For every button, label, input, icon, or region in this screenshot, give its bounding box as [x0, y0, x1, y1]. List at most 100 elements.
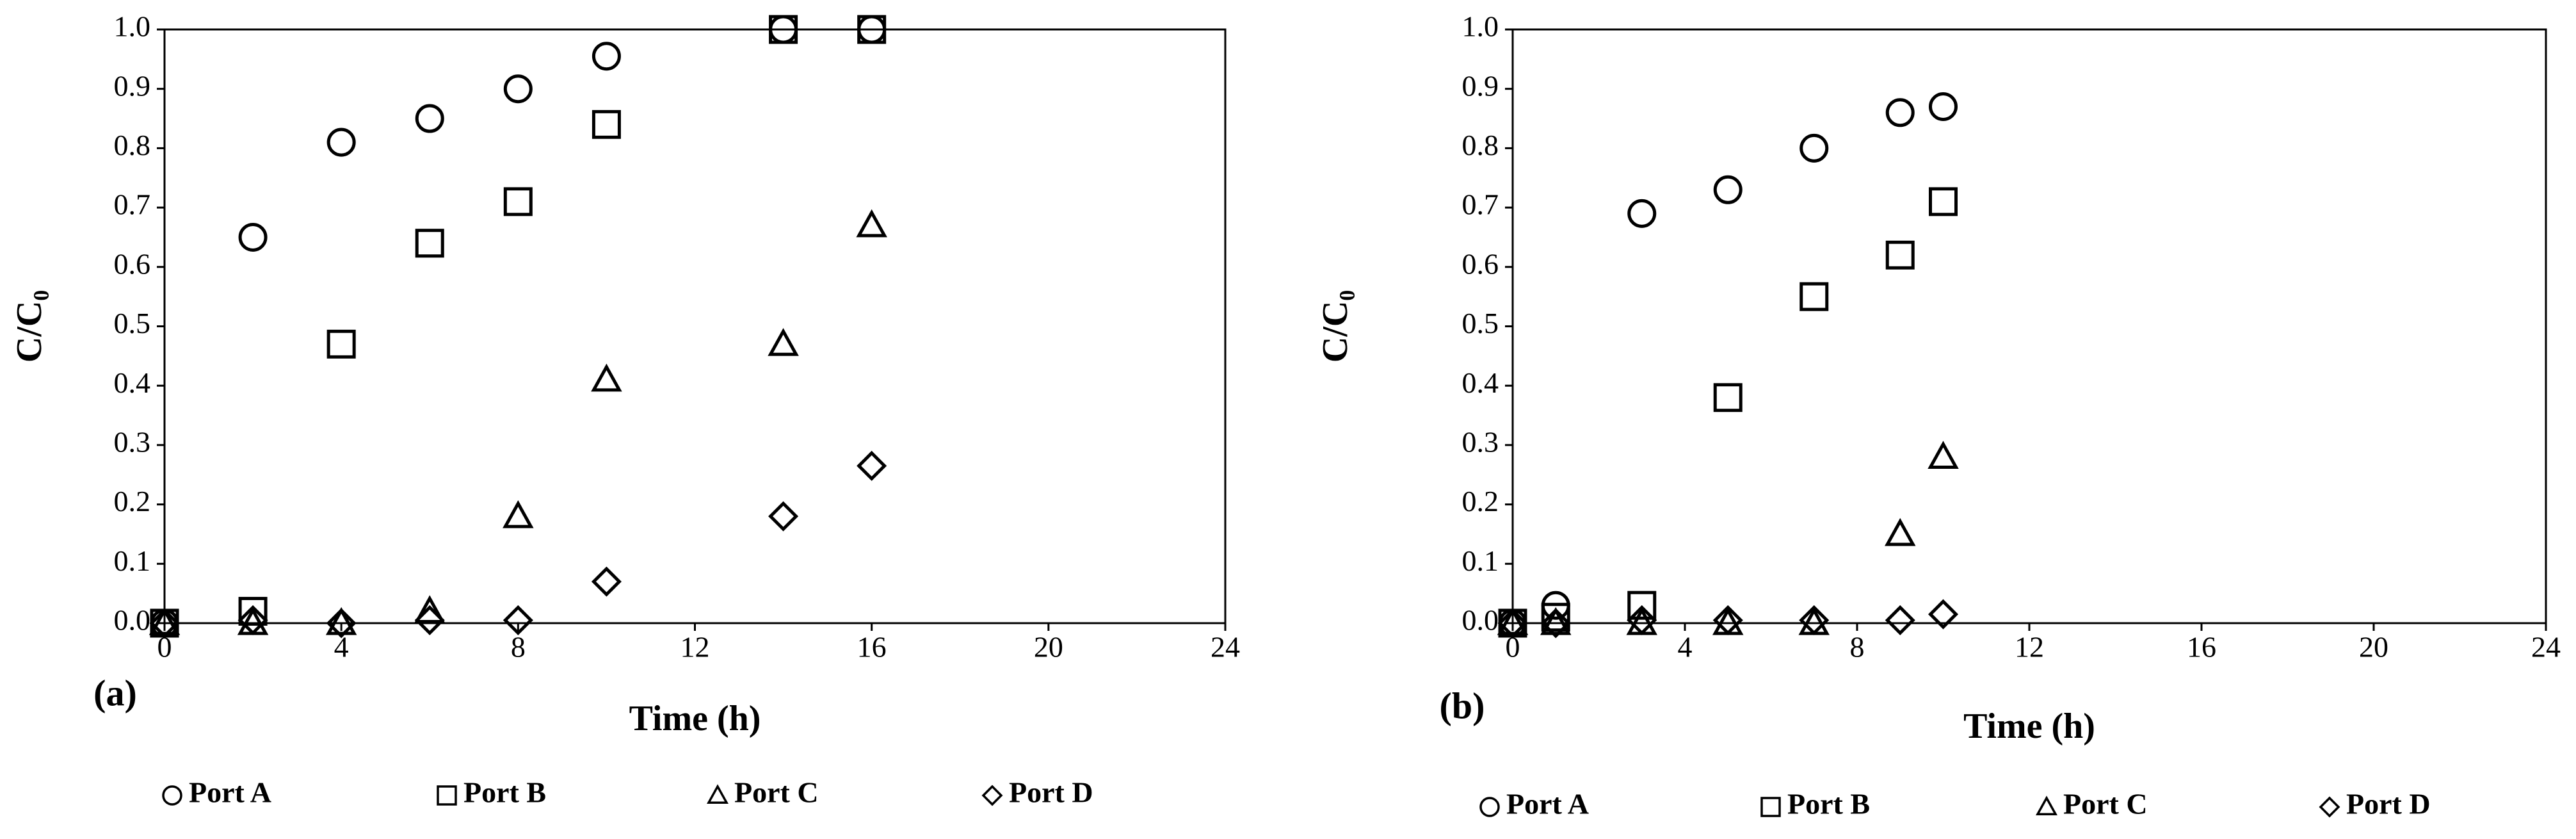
x-tick-label: 4 — [334, 631, 349, 664]
x-tick-label: 12 — [2015, 631, 2044, 664]
data-point — [149, 607, 181, 635]
y-tick-label: 0.9 — [114, 69, 151, 102]
x-tick-label: 16 — [857, 631, 887, 664]
y-tick-label: 0.4 — [1462, 366, 1499, 399]
data-point — [591, 363, 622, 392]
panel-label: (a) — [93, 672, 137, 713]
x-tick-label: 24 — [2531, 631, 2561, 664]
data-point — [503, 500, 534, 528]
y-tick-label: 0.6 — [114, 247, 151, 280]
data-point — [149, 608, 180, 639]
legend-marker — [707, 784, 729, 804]
data-point — [1885, 98, 1915, 127]
y-tick-label: 0.1 — [1462, 544, 1499, 577]
data-point — [415, 229, 444, 258]
data-point — [1713, 175, 1743, 204]
data-point — [857, 450, 887, 481]
y-tick-label: 0.7 — [114, 188, 151, 221]
data-point — [1627, 199, 1657, 228]
y-tick-label: 1.0 — [1462, 10, 1499, 43]
data-point — [1885, 240, 1915, 270]
x-tick-label: 8 — [1850, 631, 1865, 664]
data-point — [237, 605, 268, 635]
data-point — [1497, 608, 1528, 639]
data-point — [503, 187, 533, 216]
data-point — [415, 104, 444, 133]
legend-marker — [981, 785, 1003, 806]
data-point — [592, 110, 621, 139]
y-tick-label: 0.3 — [1462, 425, 1499, 458]
panel-label: (b) — [1440, 685, 1485, 726]
data-point — [1885, 517, 1916, 546]
legend-label: Port B — [1787, 788, 1870, 820]
y-tick-label: 0.8 — [1462, 129, 1499, 161]
y-tick-label: 0.6 — [1462, 247, 1499, 280]
data-point — [1799, 282, 1829, 311]
data-point — [326, 329, 356, 359]
data-point — [1885, 605, 1915, 635]
data-point — [591, 566, 622, 597]
legend-marker — [2319, 796, 2340, 818]
data-point — [857, 15, 887, 44]
legend-label: Port D — [2346, 788, 2431, 820]
data-point — [1929, 92, 1958, 122]
plot-frame — [163, 28, 1227, 624]
data-point — [856, 209, 887, 238]
data-point — [414, 595, 446, 623]
x-tick-label: 12 — [680, 631, 710, 664]
x-axis-label: Time (h) — [629, 699, 761, 738]
legend-marker — [437, 785, 457, 806]
x-tick-label: 24 — [1211, 631, 1240, 664]
x-tick-label: 8 — [511, 631, 526, 664]
legend-label: Port A — [189, 776, 271, 809]
y-axis-label: C/C₀ — [10, 290, 49, 362]
y-tick-label: 0.5 — [1462, 307, 1499, 339]
data-point — [1541, 603, 1570, 632]
data-point — [1627, 591, 1657, 620]
data-point — [238, 596, 268, 626]
data-point — [414, 605, 445, 635]
legend-marker — [2036, 795, 2057, 815]
y-tick-label: 0.2 — [114, 485, 151, 517]
y-tick-label: 0.1 — [114, 544, 151, 577]
data-point — [1540, 607, 1572, 635]
y-tick-label: 0.2 — [1462, 485, 1499, 517]
data-point — [1713, 383, 1743, 412]
legend-marker — [162, 785, 182, 806]
x-axis-label: Time (h) — [1963, 706, 2095, 746]
y-tick-label: 0.0 — [114, 604, 151, 637]
y-tick-label: 0.4 — [114, 366, 151, 399]
legend-marker — [1760, 797, 1781, 817]
x-tick-label: 0 — [157, 631, 172, 664]
data-point — [1799, 605, 1830, 635]
legend-label: Port C — [2063, 788, 2148, 820]
x-tick-label: 20 — [1034, 631, 1063, 664]
data-point — [325, 607, 357, 635]
x-tick-label: 20 — [2359, 631, 2388, 664]
data-point — [1799, 133, 1829, 163]
y-tick-label: 0.8 — [114, 129, 151, 161]
y-tick-label: 0.9 — [1462, 69, 1499, 102]
y-tick-label: 0.5 — [114, 307, 151, 339]
data-point — [769, 15, 798, 44]
data-point — [1928, 599, 1959, 630]
data-point — [1929, 187, 1958, 216]
data-point — [592, 42, 621, 71]
y-tick-label: 1.0 — [114, 10, 151, 43]
data-point — [326, 608, 357, 639]
data-point — [326, 127, 356, 157]
y-tick-label: 0.3 — [114, 425, 151, 458]
data-point — [503, 605, 533, 635]
legend-marker — [1479, 797, 1500, 817]
x-tick-label: 0 — [1506, 631, 1520, 664]
data-point — [1712, 605, 1743, 635]
plot-frame — [1511, 28, 2547, 624]
data-point — [503, 74, 533, 104]
data-point — [238, 222, 268, 252]
y-tick-label: 0.0 — [1462, 604, 1499, 637]
data-point — [768, 501, 799, 532]
x-tick-label: 4 — [1678, 631, 1693, 664]
legend-label: Port C — [734, 776, 819, 809]
x-tick-label: 16 — [2187, 631, 2216, 664]
